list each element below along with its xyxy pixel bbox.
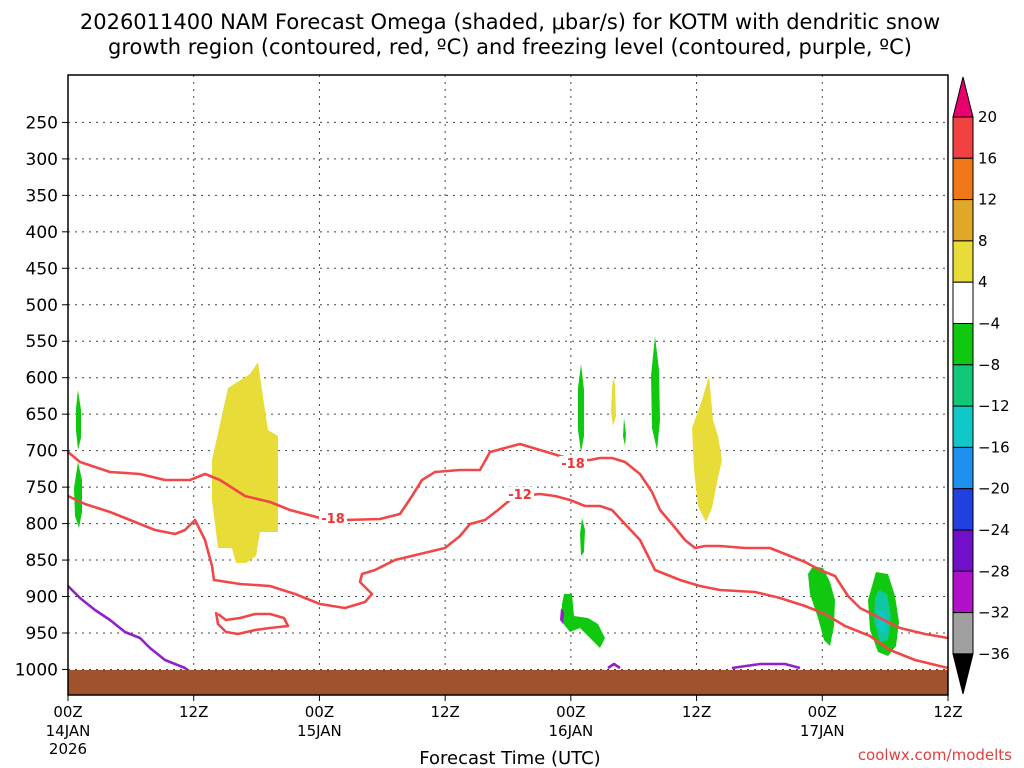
omega-shade-green-5 xyxy=(623,418,626,446)
y-tick-label-850: 850 xyxy=(26,551,58,571)
colorbar-box-13 xyxy=(952,612,974,655)
y-tick-label-800: 800 xyxy=(26,515,58,535)
omega-shade-green-7 xyxy=(562,594,605,648)
colorbar-box-7 xyxy=(952,364,974,407)
x-tick-label-3: 12Z xyxy=(430,703,459,721)
omega-shade-green-1 xyxy=(76,390,81,450)
colorbar-label-9: −20 xyxy=(978,480,1010,498)
x-tick-year-0: 2026 xyxy=(49,740,87,758)
y-tick-label-300: 300 xyxy=(26,150,58,170)
colorbar-label-0: 20 xyxy=(978,108,997,126)
x-tick-label-6: 00Z xyxy=(808,703,837,721)
colorbar-box-5 xyxy=(952,281,974,325)
omega-shade-cyan-2 xyxy=(878,610,886,634)
x-tick-label-4: 00Z xyxy=(556,703,585,721)
y-tick-label-650: 650 xyxy=(26,405,58,425)
colorbar-label-3: 8 xyxy=(978,232,988,250)
colorbar: 20 16 12 8 4 −4 −8 −12 −16 −20 −24 −28 −32 −36 xyxy=(952,76,1010,695)
contour-label-minus18-b: -18 xyxy=(561,457,585,472)
omega-shade-yellow-2 xyxy=(692,376,722,522)
dgz-contour-minus12 xyxy=(67,492,949,670)
y-tick-label-600: 600 xyxy=(26,369,58,389)
x-tick-label-0: 00Z xyxy=(53,703,82,721)
credit-text: coolwx.com/modelts xyxy=(858,746,1012,764)
contour-label-minus12: -12 xyxy=(508,488,532,503)
chart-title-line2: growth region (contoured, red, ºC) and f… xyxy=(108,35,912,59)
freezing-level-contour-3 xyxy=(731,662,801,670)
y-tick-label-700: 700 xyxy=(26,442,58,462)
x-tick-label-7: 12Z xyxy=(933,703,962,721)
colorbar-label-8: −16 xyxy=(978,438,1010,456)
dgz-contour-closed-loop xyxy=(214,611,290,636)
y-tick-label-450: 450 xyxy=(26,259,58,279)
colorbar-label-1: 16 xyxy=(978,149,997,167)
y-tick-label-950: 950 xyxy=(26,624,58,644)
plot-frame xyxy=(67,74,949,696)
omega-shade-yellow-1 xyxy=(212,362,278,563)
colorbar-box-6 xyxy=(952,323,974,366)
colorbar-label-7: −12 xyxy=(978,397,1010,415)
colorbar-box-9 xyxy=(952,446,974,490)
x-tick-label-2: 00Z xyxy=(305,703,334,721)
y-tick-label-1000: 1000 xyxy=(15,660,58,680)
colorbar-label-4: 4 xyxy=(978,273,988,291)
colorbar-box-10 xyxy=(952,488,974,531)
colorbar-top-arrow xyxy=(952,76,974,118)
omega-shade-green-8 xyxy=(808,566,835,646)
y-tick-label-350: 350 xyxy=(26,186,58,206)
colorbar-label-12: −32 xyxy=(978,604,1010,622)
y-axis-labels: 250 300 350 400 450 500 550 600 650 700 750 800 850 9… xyxy=(15,113,68,680)
colorbar-label-11: −28 xyxy=(978,562,1010,580)
freezing-level-contour-1 xyxy=(67,585,191,674)
ground-fill xyxy=(68,670,948,695)
omega-shading xyxy=(74,336,899,656)
y-tick-label-400: 400 xyxy=(26,223,58,243)
colorbar-label-6: −8 xyxy=(978,356,1000,374)
freezing-level-contour-2 xyxy=(607,662,621,670)
omega-shade-yellow-3 xyxy=(611,378,616,426)
omega-shade-green-4 xyxy=(651,336,660,450)
colorbar-box-8 xyxy=(952,405,974,448)
colorbar-box-12 xyxy=(952,570,974,614)
x-tick-date-2: 15JAN xyxy=(297,722,342,740)
contour-lines xyxy=(67,442,949,674)
contour-label-minus18-a: -18 xyxy=(321,512,345,527)
colorbar-box-11 xyxy=(952,529,974,572)
colorbar-box-1 xyxy=(952,116,974,159)
contour-label-bg-minus18-b xyxy=(559,456,587,470)
y-tick-label-900: 900 xyxy=(26,588,58,608)
colorbar-box-3 xyxy=(952,199,974,242)
colorbar-label-13: −36 xyxy=(978,645,1010,663)
contour-label-bg-minus18-a xyxy=(319,511,347,525)
omega-shade-purple-1 xyxy=(560,608,564,624)
x-tick-label-5: 12Z xyxy=(682,703,711,721)
x-tick-label-1: 12Z xyxy=(179,703,208,721)
colorbar-label-10: −24 xyxy=(978,521,1010,539)
colorbar-bottom-arrow xyxy=(952,653,974,695)
omega-shade-green-6 xyxy=(580,518,585,556)
chart-title-line1: 2026011400 NAM Forecast Omega (shaded, μ… xyxy=(80,10,940,34)
colorbar-label-5: −4 xyxy=(978,315,1000,333)
x-tick-date-4: 16JAN xyxy=(548,722,593,740)
x-tick-date-6: 17JAN xyxy=(800,722,845,740)
colorbar-box-4 xyxy=(952,240,974,283)
colorbar-box-2 xyxy=(952,157,974,201)
x-tick-date-0: 14JAN xyxy=(46,722,91,740)
omega-shade-green-2 xyxy=(74,462,82,528)
y-tick-label-750: 750 xyxy=(26,478,58,498)
x-axis-title: Forecast Time (UTC) xyxy=(419,748,600,768)
colorbar-label-2: 12 xyxy=(978,191,997,209)
contour-labels: -18 -18 -12 xyxy=(319,456,587,527)
y-tick-label-250: 250 xyxy=(26,113,58,133)
contour-label-bg-minus12 xyxy=(506,487,534,501)
y-tick-label-550: 550 xyxy=(26,332,58,352)
y-tick-label-500: 500 xyxy=(26,296,58,316)
omega-shade-green-3 xyxy=(578,364,584,452)
